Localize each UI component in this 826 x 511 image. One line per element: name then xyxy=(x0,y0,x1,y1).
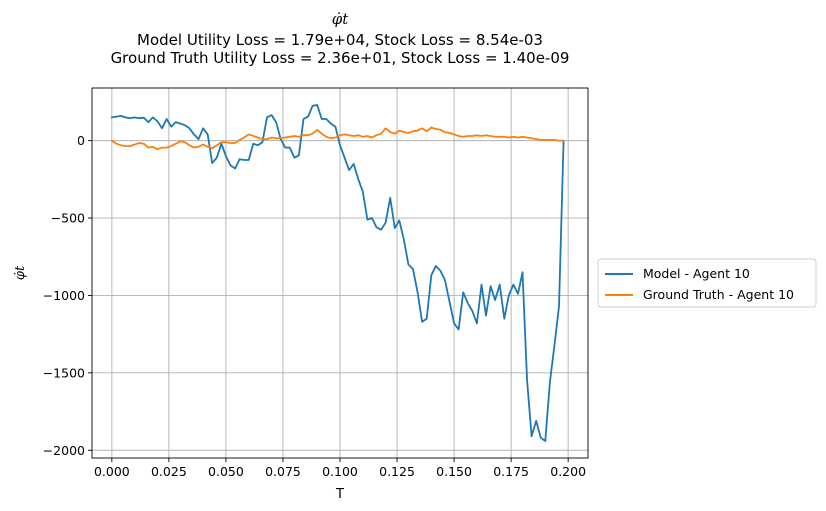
x-axis-label: T xyxy=(335,487,344,502)
x-tick-label: 0.150 xyxy=(436,464,472,479)
x-tick-label: 0.000 xyxy=(94,464,130,479)
series-line-model xyxy=(110,104,565,442)
y-tick-label: 0 xyxy=(77,133,85,148)
series-lines xyxy=(110,104,565,442)
y-axis-ticks: 0 −500 −1000 −1500 −2000 xyxy=(43,133,92,458)
x-tick-label: 0.125 xyxy=(379,464,415,479)
x-tick-label: 0.050 xyxy=(208,464,244,479)
y-tick-label: −1000 xyxy=(43,288,85,303)
chart-title-line-2: Ground Truth Utility Loss = 2.36e+01, St… xyxy=(111,49,570,67)
legend-label-model: Model - Agent 10 xyxy=(643,266,750,281)
x-axis-ticks: 0.000 0.025 0.050 0.075 0.100 0.125 0.150 0.175… xyxy=(94,458,586,479)
grid-lines xyxy=(92,88,588,458)
chart-title-math: φ̇t xyxy=(332,10,350,28)
series-line-ground-truth xyxy=(110,126,565,151)
x-tick-label: 0.075 xyxy=(265,464,301,479)
x-tick-label: 0.100 xyxy=(322,464,358,479)
x-tick-label: 0.025 xyxy=(151,464,187,479)
y-tick-label: −500 xyxy=(51,211,85,226)
x-tick-label: 0.175 xyxy=(493,464,529,479)
y-tick-label: −1500 xyxy=(43,365,85,380)
x-tick-label: 0.200 xyxy=(550,464,586,479)
chart-title-line-1: Model Utility Loss = 1.79e+04, Stock Los… xyxy=(137,31,543,49)
legend: Model - Agent 10 Ground Truth - Agent 10 xyxy=(597,258,817,308)
y-tick-label: −2000 xyxy=(43,443,85,458)
y-axis-label: φ̇t xyxy=(13,265,28,280)
legend-label-ground-truth: Ground Truth - Agent 10 xyxy=(643,287,794,302)
legend-box xyxy=(597,258,817,308)
chart-title: φ̇t Model Utility Loss = 1.79e+04, Stock… xyxy=(111,10,570,67)
